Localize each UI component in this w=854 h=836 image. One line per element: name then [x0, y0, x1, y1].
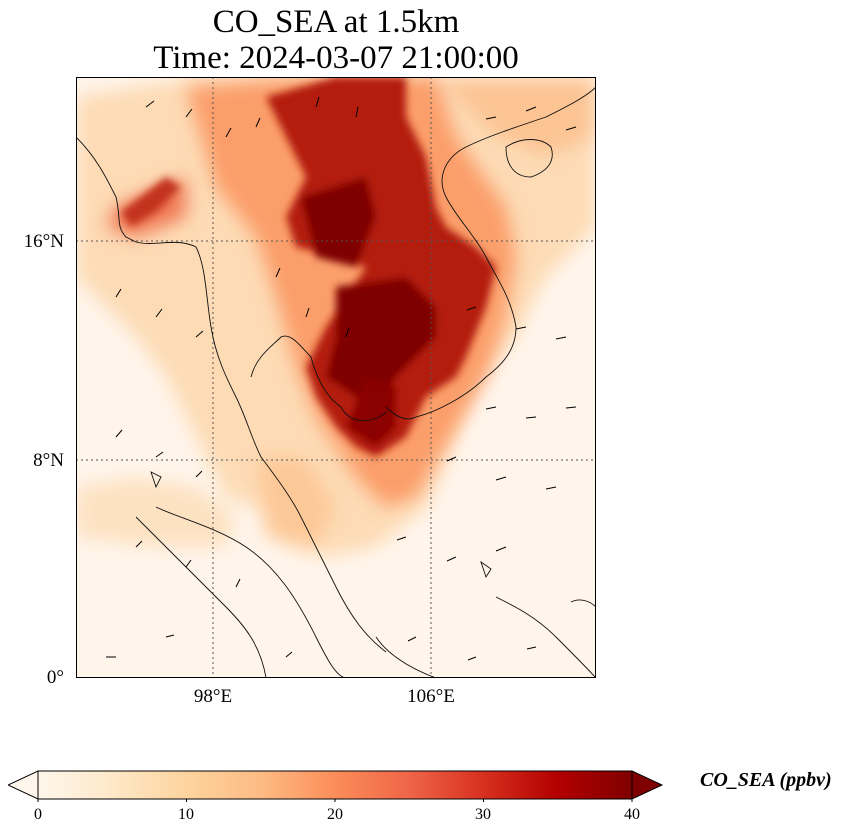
map-border [76, 77, 596, 678]
colorbar-tick-0: 0 [34, 806, 42, 823]
map-title: CO_SEA at 1.5km [212, 4, 460, 40]
colorbar-extend-low [8, 770, 39, 800]
colorbar-extend-high [631, 770, 664, 800]
colorbar [8, 770, 664, 802]
lat-label-16n: 16°N [23, 231, 64, 252]
map-time: Time: 2024-03-07 21:00:00 [153, 40, 519, 76]
lon-label-106e: 106°E [407, 686, 455, 707]
colorbar-tick-20: 20 [327, 806, 343, 823]
colorbar-tick-40: 40 [624, 806, 640, 823]
colorbar-gradient [37, 770, 633, 800]
lat-label-0: 0° [46, 667, 64, 688]
lon-label-98e: 98°E [193, 686, 233, 707]
co-field-high [121, 77, 496, 457]
colorbar-tick-10: 10 [178, 806, 194, 823]
coastlines [76, 86, 596, 678]
colorbar-tick-30: 30 [475, 806, 491, 823]
co-concentration-map [76, 77, 596, 678]
wind-vectors [106, 96, 577, 661]
colorbar-label: CO_SEA (ppbv) [700, 769, 832, 791]
gridlines [76, 77, 596, 678]
lat-label-8n: 8°N [33, 450, 64, 471]
